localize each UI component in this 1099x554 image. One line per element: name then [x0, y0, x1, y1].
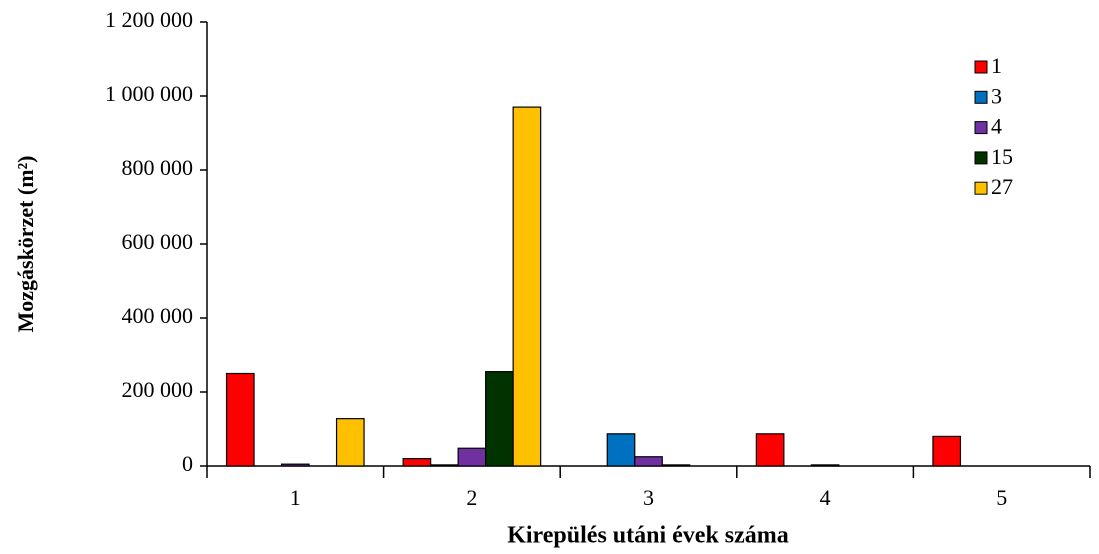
legend-label: 4 — [991, 114, 1002, 139]
x-tick-label: 5 — [996, 485, 1007, 510]
bar — [430, 464, 459, 467]
x-tick-label: 2 — [466, 485, 477, 510]
y-tick-label: 1 200 000 — [105, 7, 193, 32]
y-tick-label: 800 000 — [122, 155, 194, 180]
bar — [402, 458, 432, 467]
x-axis-title: Kirepülés utáni évek száma — [507, 523, 789, 549]
bar — [755, 433, 785, 467]
y-tick-label: 200 000 — [122, 377, 194, 402]
legend-swatch — [974, 181, 988, 195]
bar — [225, 372, 255, 467]
bar — [485, 371, 514, 467]
bar — [634, 456, 663, 467]
legend-swatch — [974, 151, 988, 165]
y-tick-label: 1 000 000 — [105, 81, 193, 106]
bar — [512, 106, 542, 467]
bar — [932, 435, 962, 467]
y-tick-label: 0 — [182, 451, 193, 476]
x-tick-label: 3 — [643, 485, 654, 510]
bar — [661, 464, 691, 467]
bar — [457, 447, 487, 467]
bar — [280, 463, 310, 467]
x-tick-label: 4 — [820, 485, 831, 510]
bar — [335, 418, 365, 467]
x-tick-label: 1 — [290, 485, 301, 510]
legend-swatch — [974, 60, 988, 74]
legend-label: 1 — [991, 53, 1002, 78]
legend-label: 15 — [991, 144, 1013, 169]
legend-label: 27 — [991, 174, 1013, 199]
y-tick-label: 600 000 — [122, 229, 194, 254]
y-axis-title: Mozgáskörzet (m²) — [13, 155, 38, 332]
bar — [606, 433, 636, 467]
y-tick-label: 400 000 — [122, 303, 194, 328]
legend-swatch — [974, 90, 988, 104]
legend-swatch — [974, 121, 988, 135]
legend-label: 3 — [991, 83, 1002, 108]
bar — [810, 464, 840, 467]
